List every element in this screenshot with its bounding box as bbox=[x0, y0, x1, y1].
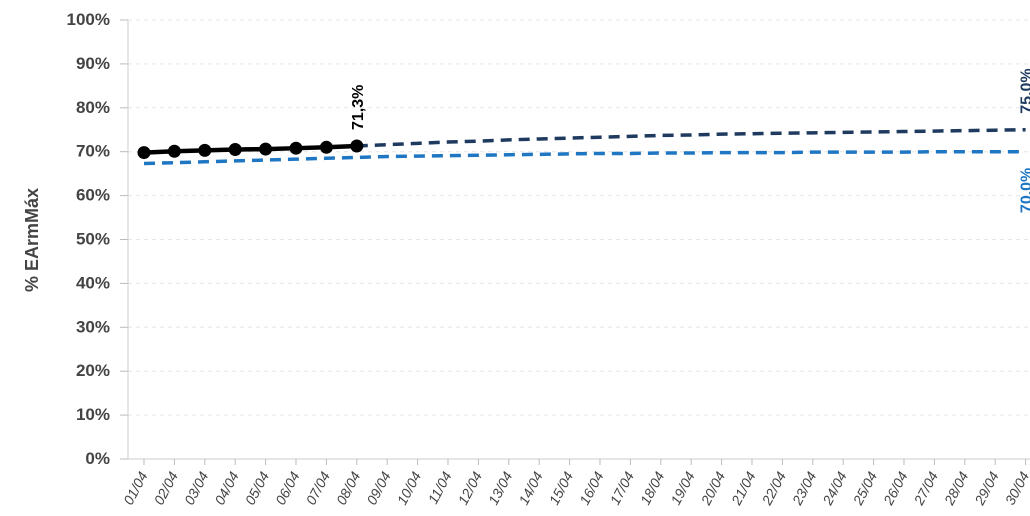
y-tick-label: 70% bbox=[76, 142, 110, 161]
y-tick-label: 10% bbox=[76, 405, 110, 424]
point bbox=[198, 143, 212, 157]
x-tick-label: 09/04 bbox=[363, 469, 394, 508]
point bbox=[137, 146, 151, 160]
x-tick-label: 20/04 bbox=[697, 469, 728, 509]
y-tick-label: 80% bbox=[76, 98, 110, 117]
x-tick-label: 22/04 bbox=[758, 469, 789, 509]
y-tick-label: 20% bbox=[76, 361, 110, 380]
x-tick-label: 14/04 bbox=[515, 469, 546, 508]
series-line bbox=[143, 149, 1026, 166]
y-tick-label: 90% bbox=[76, 54, 110, 73]
x-tick-label: 11/04 bbox=[425, 469, 455, 507]
x-tick-label: 07/04 bbox=[302, 469, 333, 508]
x-tick-label: 17/04 bbox=[606, 469, 637, 508]
x-tick-label: 18/04 bbox=[637, 469, 668, 508]
x-tick-label: 23/04 bbox=[788, 469, 819, 509]
data-label: 71,3% bbox=[350, 85, 367, 130]
x-tick-label: 01/04 bbox=[120, 469, 151, 508]
x-tick-label: 30/04 bbox=[1002, 469, 1030, 508]
point bbox=[319, 140, 333, 154]
x-tick-label: 08/04 bbox=[333, 469, 364, 508]
x-tick-label: 12/04 bbox=[454, 469, 485, 508]
x-tick-label: 28/04 bbox=[940, 469, 971, 509]
point bbox=[289, 141, 303, 155]
x-tick-label: 06/04 bbox=[272, 469, 303, 508]
x-tick-label: 15/04 bbox=[546, 469, 577, 508]
x-tick-label: 25/04 bbox=[849, 469, 880, 509]
x-tick-label: 19/04 bbox=[667, 469, 698, 508]
y-tick-label: 40% bbox=[76, 273, 110, 292]
x-tick-label: 24/04 bbox=[819, 469, 850, 509]
x-tick-label: 05/04 bbox=[242, 469, 273, 508]
x-tick-label: 26/04 bbox=[880, 469, 911, 509]
point bbox=[167, 144, 181, 158]
x-tick-label: 03/04 bbox=[181, 469, 212, 508]
x-tick-label: 21/04 bbox=[728, 469, 759, 509]
x-tick-label: 13/04 bbox=[485, 469, 516, 508]
x-tick-label: 10/04 bbox=[394, 469, 425, 508]
x-tick-label: 16/04 bbox=[576, 469, 607, 508]
y-tick-label: 60% bbox=[76, 186, 110, 205]
x-tick-label: 02/04 bbox=[150, 469, 181, 508]
data-label: 75,0% bbox=[1019, 68, 1030, 113]
y-axis-label: % EArmMáx bbox=[22, 188, 42, 292]
x-tick-label: 27/04 bbox=[910, 469, 941, 509]
y-tick-label: 0% bbox=[85, 449, 110, 468]
y-tick-label: 50% bbox=[76, 230, 110, 249]
point bbox=[228, 143, 242, 157]
y-tick-label: 30% bbox=[76, 317, 110, 336]
data-label: 70,0% bbox=[1019, 168, 1030, 213]
point bbox=[259, 142, 273, 156]
y-tick-label: 100% bbox=[67, 10, 110, 29]
series-line bbox=[356, 128, 1026, 148]
x-tick-label: 04/04 bbox=[211, 469, 242, 508]
x-tick-label: 29/04 bbox=[971, 469, 1002, 509]
point bbox=[350, 139, 364, 153]
